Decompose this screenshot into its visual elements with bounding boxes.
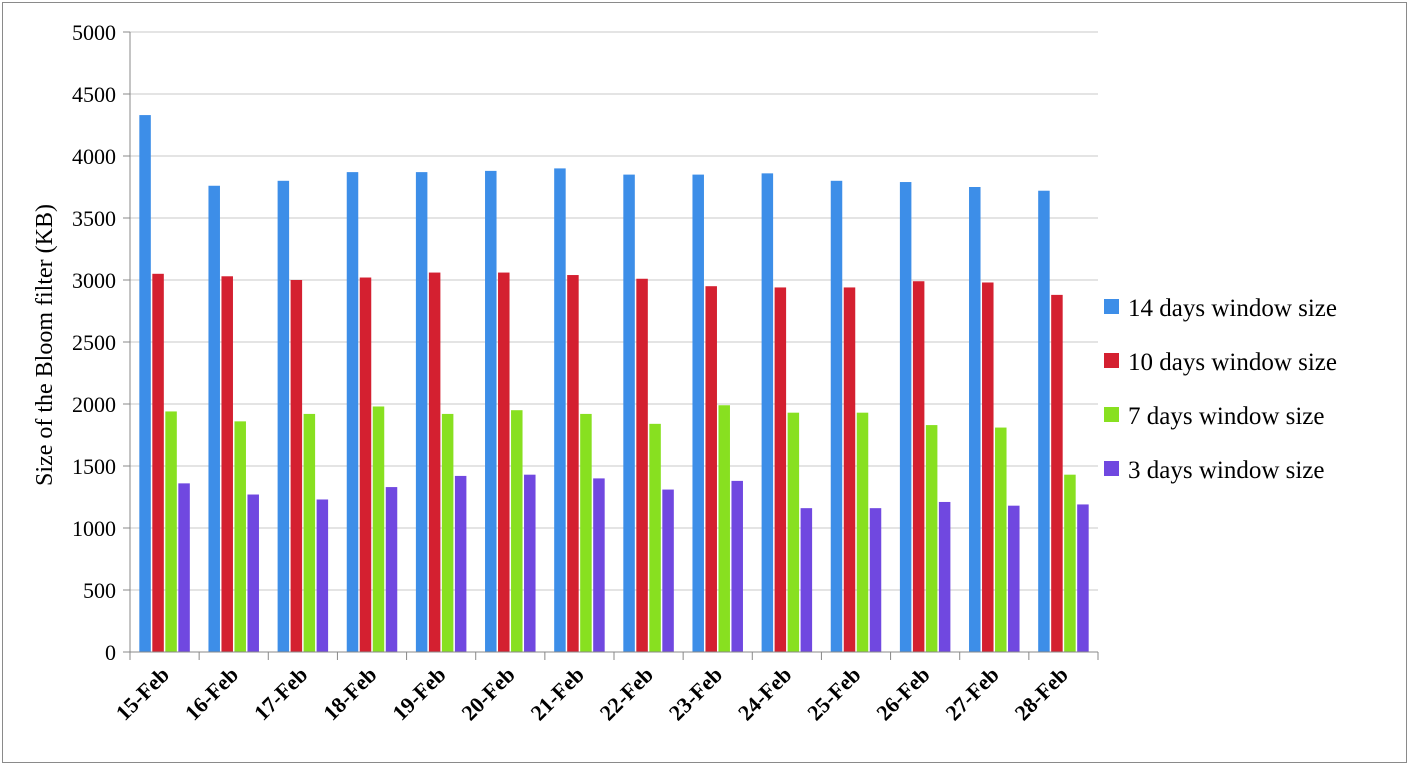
y-tick-label: 1500 (72, 454, 116, 479)
bar-10-days (843, 287, 856, 652)
bar-7-days (718, 405, 730, 652)
bar-3-days (178, 483, 190, 652)
bar-7-days (372, 406, 385, 652)
bar-7-days (165, 411, 177, 652)
legend: 14 days window size 10 days window size 7 … (1104, 295, 1337, 484)
bar-7-days (787, 412, 800, 652)
bar-7-days (580, 413, 592, 652)
bar-7-days (856, 412, 869, 652)
gridlines (130, 31, 1098, 591)
bar-14-days (208, 185, 220, 652)
bar-7-days (234, 421, 246, 652)
legend-label: 7 days window size (1128, 403, 1325, 430)
x-tick-label: 15-Feb (111, 662, 174, 725)
legend-swatch (1104, 299, 1119, 314)
bar-10-days (774, 287, 787, 652)
legend-label: 14 days window size (1128, 295, 1337, 322)
bar-10-days (636, 278, 648, 652)
y-tick-label: 0 (105, 640, 116, 665)
y-tick-label: 3500 (72, 206, 116, 231)
y-tick-label: 2000 (72, 392, 116, 417)
bar-10-days (705, 286, 717, 652)
x-tick-label: 27-Feb (940, 662, 1003, 725)
bar-10-days (567, 275, 579, 652)
y-tick-label: 1000 (72, 516, 116, 541)
bar-3-days (524, 474, 536, 652)
bar-14-days (623, 174, 635, 652)
bar-7-days (995, 427, 1007, 652)
bar-7-days (925, 425, 938, 652)
legend-label: 3 days window size (1128, 457, 1325, 484)
y-tick-label: 5000 (72, 20, 116, 45)
x-tick-label: 20-Feb (456, 662, 519, 725)
bar-14-days (485, 170, 497, 652)
y-tick-label: 4000 (72, 144, 116, 169)
bar-14-days (830, 180, 843, 653)
y-axis-label: Size of the Bloom filter (KB) (32, 204, 58, 486)
bar-14-days (346, 172, 359, 652)
x-tick-label: 17-Feb (249, 662, 312, 725)
y-tick-label: 4500 (72, 82, 116, 107)
x-tick-label: 21-Feb (525, 662, 588, 725)
bar-14-days (692, 174, 704, 652)
bar-3-days (385, 487, 398, 652)
bar-14-days (139, 115, 151, 652)
bar-7-days (303, 413, 316, 652)
bar-7-days (1064, 474, 1076, 652)
bar-3-days (938, 501, 951, 652)
legend-swatch (1104, 407, 1119, 422)
bar-14-days (899, 182, 912, 653)
bar-14-days (1038, 190, 1050, 652)
x-tick-label: 19-Feb (387, 662, 450, 725)
bar-3-days (800, 508, 813, 652)
bar-7-days (649, 423, 661, 652)
x-tick-label: 28-Feb (1009, 662, 1072, 725)
bar-10-days (498, 272, 510, 652)
bar-3-days (316, 499, 329, 652)
x-tick-label: 26-Feb (871, 662, 934, 725)
x-tick-label: 22-Feb (595, 662, 658, 725)
bar-14-days (761, 173, 774, 653)
bar-14-days (277, 180, 290, 653)
bars (139, 115, 1089, 653)
bar-10-days (428, 272, 441, 652)
y-tick-label: 3000 (72, 268, 116, 293)
bar-3-days (662, 489, 674, 652)
bar-10-days (912, 281, 925, 652)
bar-3-days (869, 508, 882, 652)
y-tick-label: 500 (83, 578, 116, 603)
x-tick-label: 23-Feb (664, 662, 727, 725)
bar-7-days (511, 410, 523, 652)
x-tick-label: 25-Feb (802, 662, 865, 725)
bar-3-days (1008, 505, 1020, 652)
bar-10-days (982, 282, 994, 652)
bar-10-days (221, 276, 233, 652)
bar-10-days (152, 273, 164, 652)
bar-14-days (969, 187, 981, 652)
legend-label: 10 days window size (1128, 349, 1337, 376)
bar-10-days (290, 280, 303, 652)
legend-swatch (1104, 353, 1119, 368)
bar-14-days (415, 172, 428, 652)
x-tick-label: 16-Feb (180, 662, 243, 725)
bar-7-days (441, 413, 454, 652)
y-tick-label: 2500 (72, 330, 116, 355)
legend-swatch (1104, 461, 1119, 476)
bar-10-days (1051, 294, 1063, 652)
bar-14-days (554, 168, 566, 652)
x-tick-label: 24-Feb (733, 662, 796, 725)
bar-3-days (731, 480, 743, 652)
bar-3-days (1077, 504, 1089, 652)
bar-10-days (359, 277, 372, 652)
bar-3-days (247, 494, 259, 652)
x-tick-label: 18-Feb (318, 662, 381, 725)
bar-3-days (593, 478, 605, 652)
bar-3-days (454, 475, 467, 652)
